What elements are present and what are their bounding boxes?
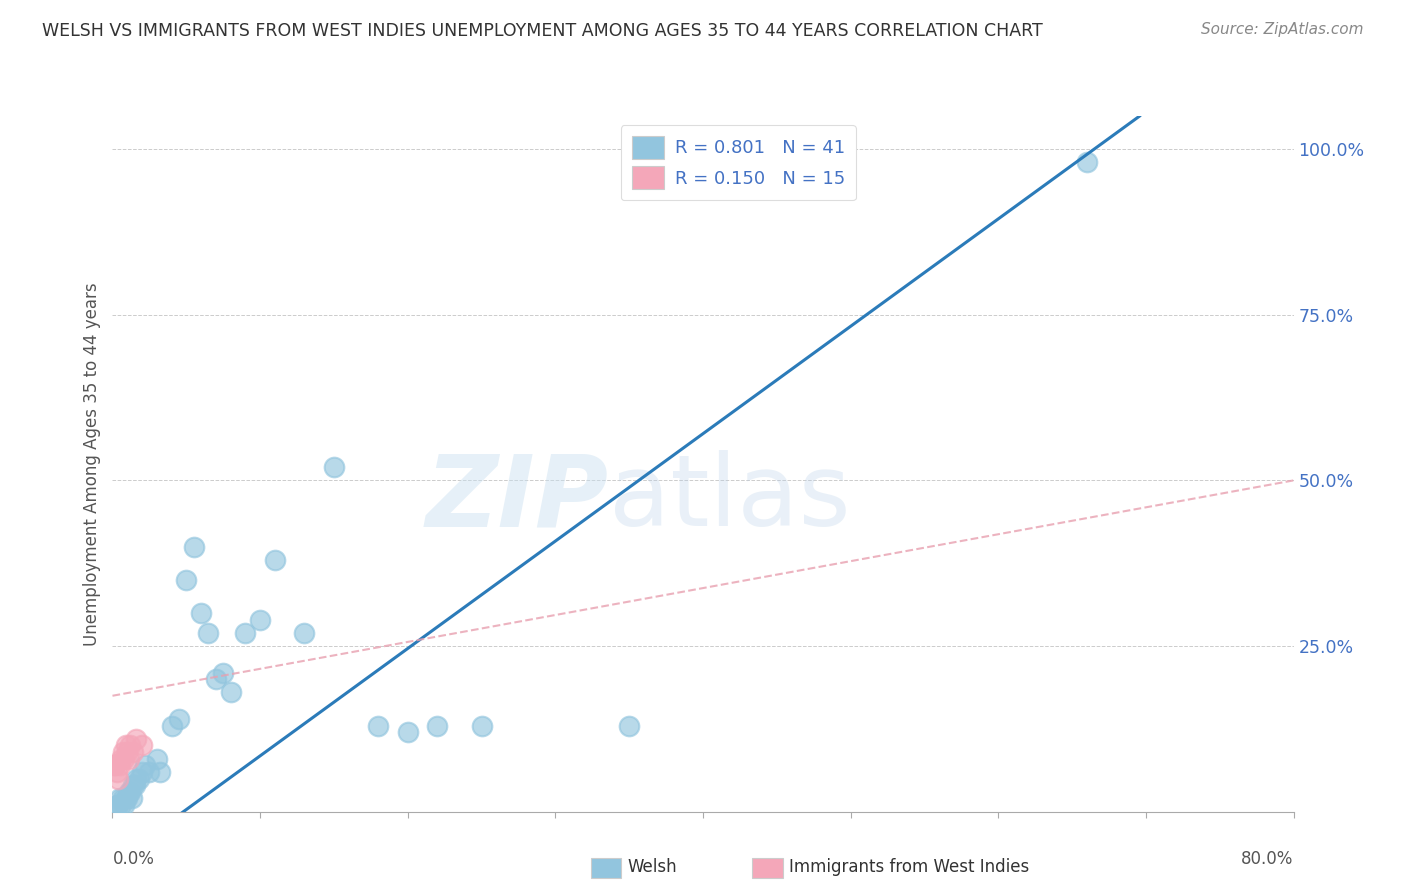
- Point: [107, 772, 129, 786]
- Point: [124, 778, 146, 792]
- Point: [118, 785, 141, 799]
- Point: [131, 739, 153, 753]
- Point: [249, 613, 271, 627]
- Point: [112, 798, 135, 813]
- Text: Welsh: Welsh: [627, 858, 676, 876]
- Point: [122, 778, 145, 792]
- Point: [117, 791, 138, 805]
- Point: [131, 764, 153, 779]
- Point: [111, 791, 134, 805]
- Point: [114, 791, 136, 805]
- Point: [104, 758, 127, 772]
- Y-axis label: Unemployment Among Ages 35 to 44 years: Unemployment Among Ages 35 to 44 years: [83, 282, 101, 646]
- Point: [105, 798, 128, 813]
- Point: [619, 718, 641, 732]
- Point: [120, 785, 142, 799]
- Point: [197, 625, 219, 640]
- Text: atlas: atlas: [609, 450, 851, 547]
- Point: [121, 791, 143, 805]
- Point: [167, 712, 190, 726]
- Point: [1076, 155, 1098, 169]
- Point: [323, 460, 346, 475]
- Point: [122, 745, 145, 759]
- Point: [183, 540, 205, 554]
- Legend: R = 0.801   N = 41, R = 0.150   N = 15: R = 0.801 N = 41, R = 0.150 N = 15: [621, 125, 856, 201]
- Point: [134, 758, 156, 772]
- Text: Source: ZipAtlas.com: Source: ZipAtlas.com: [1201, 22, 1364, 37]
- Point: [108, 791, 131, 805]
- Point: [149, 764, 172, 779]
- Text: Immigrants from West Indies: Immigrants from West Indies: [789, 858, 1029, 876]
- Point: [470, 718, 494, 732]
- Point: [125, 731, 148, 746]
- Point: [219, 685, 242, 699]
- Point: [117, 745, 138, 759]
- Point: [766, 149, 789, 163]
- Point: [292, 625, 315, 640]
- Point: [146, 752, 169, 766]
- Text: WELSH VS IMMIGRANTS FROM WEST INDIES UNEMPLOYMENT AMONG AGES 35 TO 44 YEARS CORR: WELSH VS IMMIGRANTS FROM WEST INDIES UNE…: [42, 22, 1043, 40]
- Point: [190, 606, 212, 620]
- Point: [367, 718, 389, 732]
- Point: [174, 573, 197, 587]
- Point: [107, 798, 129, 813]
- Text: ZIP: ZIP: [426, 450, 609, 547]
- Point: [125, 772, 148, 786]
- Point: [118, 752, 141, 766]
- Point: [103, 758, 125, 772]
- Point: [105, 764, 128, 779]
- Point: [110, 798, 132, 813]
- Point: [205, 672, 228, 686]
- Point: [112, 752, 135, 766]
- Text: 80.0%: 80.0%: [1241, 850, 1294, 868]
- Point: [138, 764, 160, 779]
- Text: 0.0%: 0.0%: [112, 850, 155, 868]
- Point: [396, 725, 419, 739]
- Point: [114, 739, 136, 753]
- Point: [426, 718, 449, 732]
- Point: [111, 745, 134, 759]
- Point: [160, 718, 183, 732]
- Point: [264, 553, 287, 567]
- Point: [110, 752, 132, 766]
- Point: [212, 665, 235, 680]
- Point: [233, 625, 256, 640]
- Point: [128, 772, 150, 786]
- Point: [108, 758, 131, 772]
- Point: [120, 739, 142, 753]
